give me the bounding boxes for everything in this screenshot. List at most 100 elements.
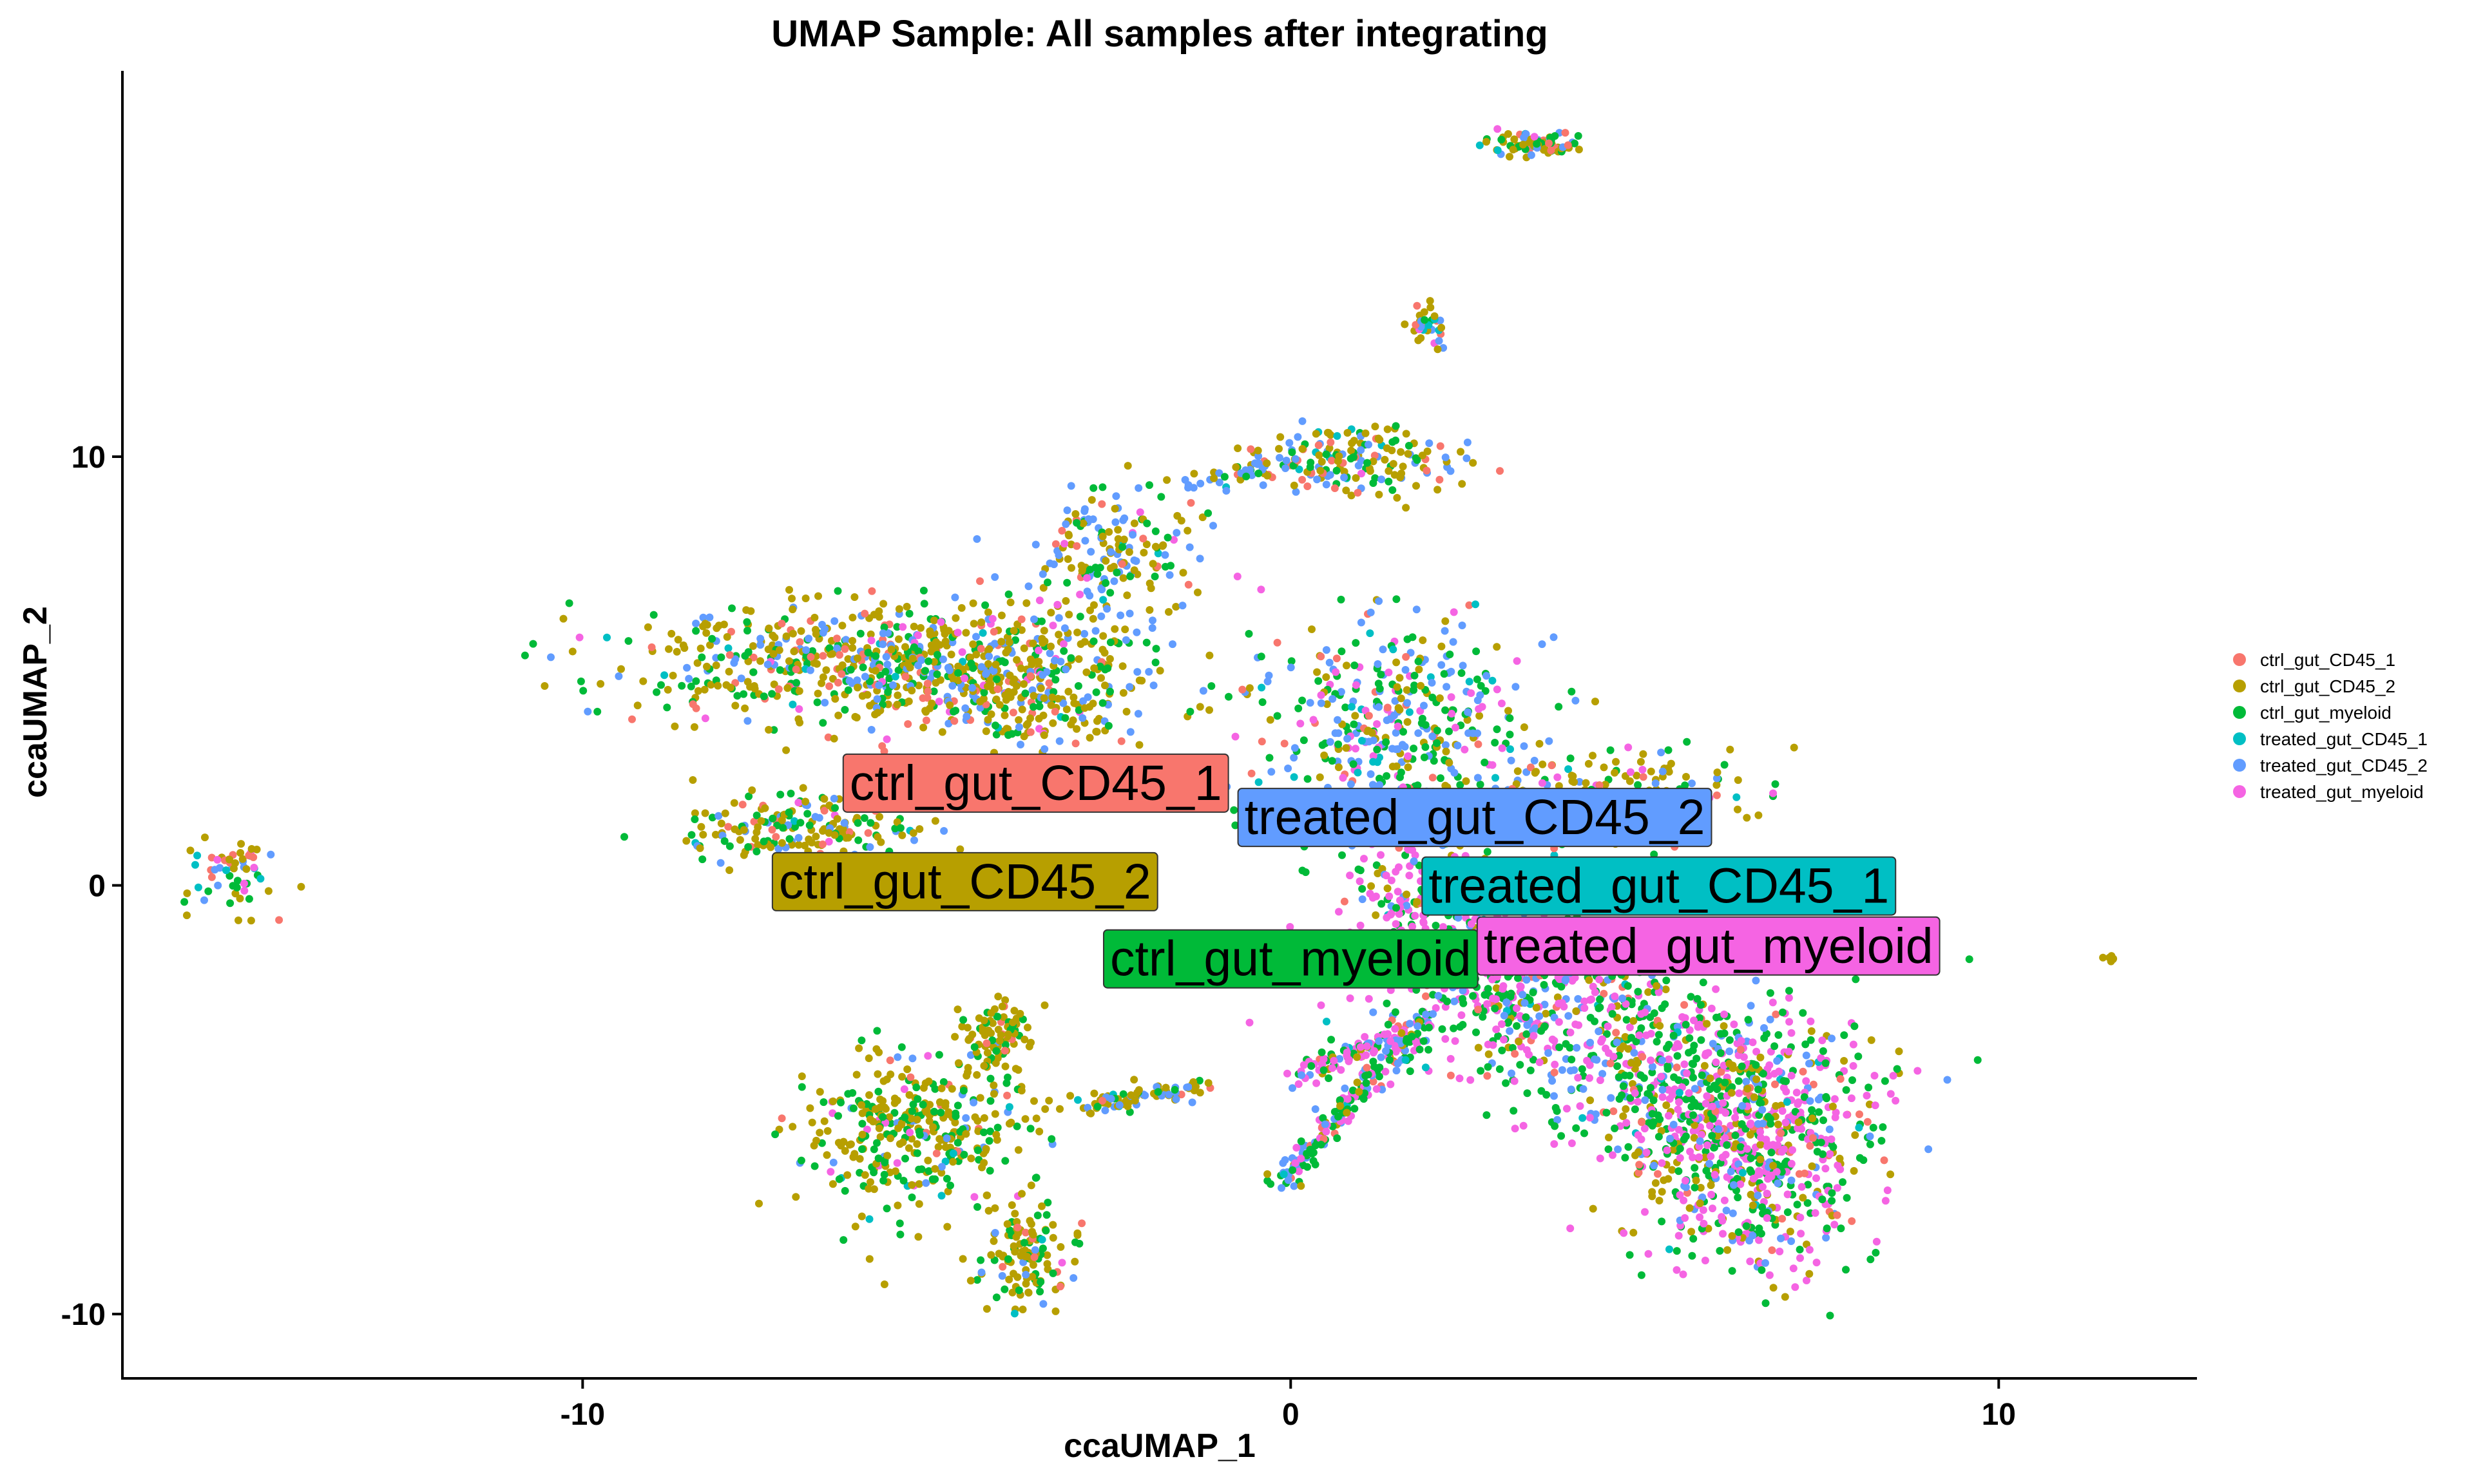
data-point — [1306, 463, 1314, 471]
data-point — [1773, 1057, 1781, 1065]
data-point — [1352, 745, 1359, 753]
data-point — [1540, 981, 1548, 989]
data-point — [992, 1293, 1001, 1302]
data-point — [1735, 1089, 1743, 1098]
data-point — [1795, 1170, 1803, 1178]
data-point — [1008, 1201, 1016, 1209]
data-point — [1769, 789, 1778, 797]
data-point — [1343, 1095, 1352, 1103]
data-point — [1863, 1092, 1871, 1099]
data-point — [1403, 890, 1411, 899]
data-point — [1685, 1034, 1694, 1042]
data-point — [765, 624, 773, 633]
data-point — [1457, 669, 1466, 677]
data-point — [724, 823, 733, 831]
data-point — [1818, 1036, 1827, 1045]
data-point — [1637, 1271, 1645, 1279]
data-point — [756, 634, 765, 643]
data-point — [1090, 601, 1098, 609]
data-point — [946, 701, 954, 709]
data-point — [1376, 685, 1384, 693]
data-point — [1099, 632, 1108, 640]
data-point — [1017, 615, 1026, 623]
data-point — [876, 1095, 885, 1103]
data-point — [1418, 714, 1426, 723]
data-point — [1087, 547, 1095, 556]
data-point — [1063, 578, 1071, 587]
data-point — [1348, 439, 1356, 448]
data-point — [673, 647, 681, 656]
data-point — [1627, 1034, 1636, 1042]
data-point — [1752, 1075, 1761, 1083]
data-point — [1842, 1266, 1850, 1274]
data-point — [1819, 1150, 1827, 1158]
data-point — [916, 1131, 924, 1139]
data-point — [1707, 1004, 1716, 1013]
data-point — [785, 835, 794, 843]
data-point — [1056, 1282, 1064, 1291]
data-point — [1402, 652, 1410, 661]
data-point — [883, 1204, 891, 1213]
data-point — [1529, 1032, 1538, 1040]
data-point — [667, 629, 676, 638]
data-point — [810, 1141, 818, 1150]
data-point — [1848, 1076, 1856, 1084]
data-point — [682, 837, 691, 845]
data-point — [865, 1184, 873, 1193]
data-point — [1006, 1226, 1014, 1234]
data-point — [1796, 1213, 1805, 1222]
data-point — [798, 1083, 806, 1091]
data-point — [1377, 671, 1385, 679]
data-point — [803, 810, 812, 818]
data-point — [1664, 746, 1673, 754]
data-point — [986, 1097, 995, 1105]
data-point — [1366, 629, 1374, 638]
data-point — [1001, 1285, 1009, 1293]
data-point — [1550, 1140, 1558, 1148]
data-point — [873, 1139, 881, 1147]
data-point — [1839, 1178, 1846, 1186]
data-point — [873, 1027, 881, 1035]
data-point — [1564, 765, 1573, 774]
data-point — [999, 1013, 1008, 1022]
data-point — [1553, 773, 1562, 781]
data-point — [1664, 1112, 1673, 1120]
data-point — [1001, 1047, 1009, 1055]
data-point — [825, 644, 834, 652]
data-point — [973, 1203, 981, 1211]
data-point — [1828, 1034, 1836, 1043]
data-point — [1808, 1106, 1816, 1114]
data-point — [1263, 678, 1272, 685]
data-point — [639, 677, 647, 685]
data-point — [297, 882, 305, 891]
data-point — [1163, 476, 1171, 484]
data-point — [891, 1167, 899, 1175]
data-point — [1591, 698, 1599, 706]
data-point — [970, 1098, 978, 1107]
data-point — [1507, 756, 1515, 765]
data-point — [1759, 1070, 1767, 1078]
data-point — [1098, 532, 1107, 540]
data-point — [1805, 1270, 1814, 1278]
data-point — [1747, 1190, 1755, 1199]
data-point — [820, 1098, 828, 1107]
data-point — [691, 815, 699, 823]
data-point — [899, 1138, 907, 1146]
data-point — [1707, 1181, 1715, 1190]
data-point — [883, 735, 891, 743]
data-point — [922, 716, 930, 725]
data-point — [914, 1095, 922, 1103]
data-point — [764, 645, 772, 654]
data-point — [1457, 1011, 1466, 1020]
data-point — [775, 646, 783, 654]
data-point — [1434, 486, 1442, 494]
data-point — [1598, 1070, 1607, 1078]
data-point — [977, 663, 986, 671]
data-point — [789, 629, 797, 638]
data-point — [1477, 1067, 1485, 1075]
data-point — [736, 836, 744, 844]
data-point — [568, 647, 577, 656]
data-point — [881, 1158, 889, 1166]
data-point — [698, 855, 707, 864]
data-point — [1458, 480, 1466, 488]
